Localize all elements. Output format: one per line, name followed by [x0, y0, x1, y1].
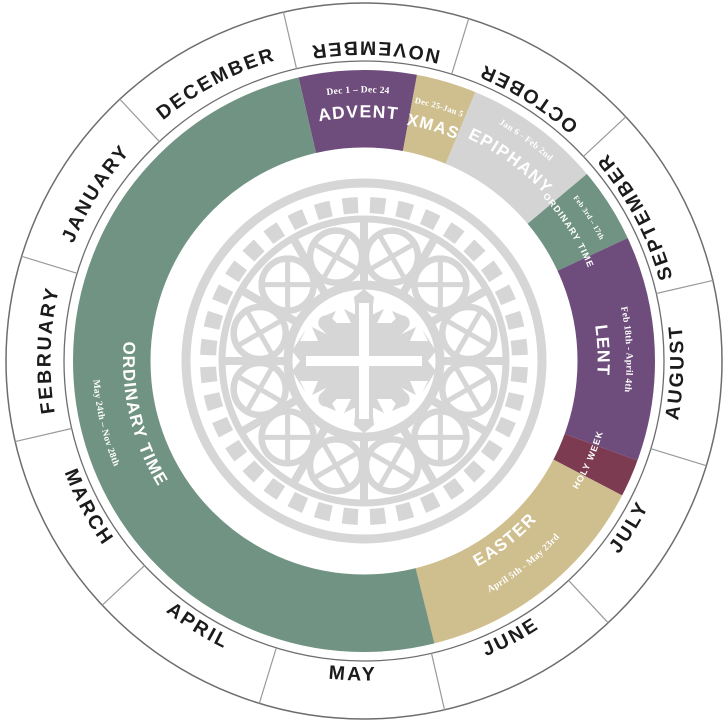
month-divider-tick [582, 116, 627, 157]
season-name-lent: LENT [591, 323, 614, 376]
month-divider-tick [451, 18, 470, 75]
season-segment-xmas[interactable] [402, 73, 476, 166]
month-divider-tick [650, 448, 707, 467]
season-segment-lent[interactable] [556, 237, 656, 461]
month-divider-tick [258, 647, 277, 704]
rose-inner-ring [283, 280, 445, 442]
season-segment-holy-week[interactable] [552, 433, 639, 496]
month-divider-tick [430, 653, 446, 710]
season-segment-ordinary-time-winter[interactable] [526, 173, 629, 272]
month-divider-tick [568, 579, 609, 624]
month-divider-tick [101, 565, 146, 606]
month-divider-tick [21, 255, 78, 274]
month-divider-tick [15, 427, 72, 443]
month-label-may: MAY [328, 662, 378, 686]
season-segment-easter[interactable] [415, 458, 624, 645]
month-divider-tick [282, 12, 298, 69]
season-name-advent: ADVENT [316, 101, 400, 125]
month-divider-tick [656, 279, 713, 295]
season-dates-advent: Dec 1 – Dec 24 [326, 85, 390, 98]
season-segment-ordinary-time-summer[interactable] [71, 76, 435, 654]
month-label-text: MAY [328, 662, 375, 686]
season-ring [71, 68, 657, 654]
rose-outer-ring [181, 178, 547, 544]
month-divider-tick [119, 98, 160, 143]
season-segment-advent[interactable] [298, 69, 418, 155]
season-segment-epiphany[interactable] [445, 91, 588, 225]
rose-window-emblem [164, 161, 564, 561]
